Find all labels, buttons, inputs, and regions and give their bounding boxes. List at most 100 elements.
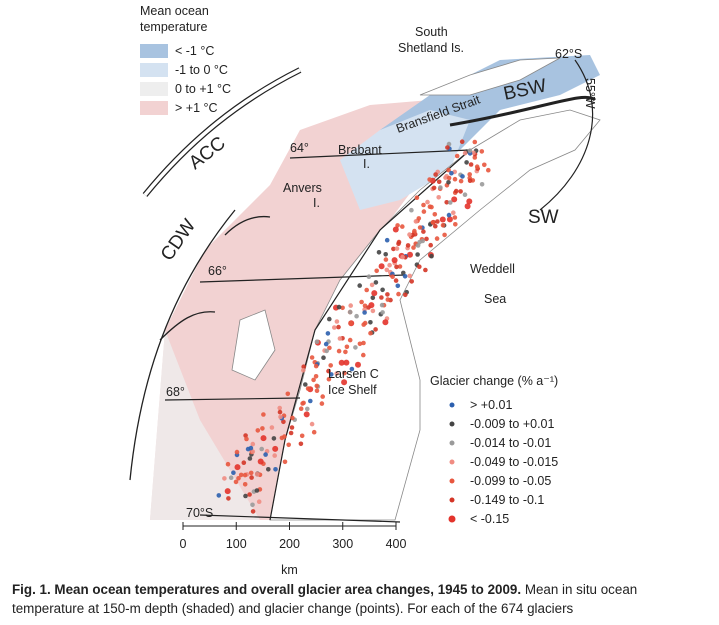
glacier-point — [224, 488, 231, 495]
glacier-point — [327, 316, 332, 322]
glacier-point — [261, 412, 266, 417]
legend-title: Mean ocean — [140, 4, 209, 18]
scale-bar: 0 100 200 300 400 km — [180, 522, 406, 577]
glacier-point — [301, 364, 307, 370]
scale-label: 100 — [226, 537, 247, 551]
glacier-point — [430, 220, 436, 225]
glacier-point — [338, 359, 345, 366]
glacier-point — [396, 239, 402, 245]
glacier-point — [226, 496, 231, 501]
legend-label: -0.099 to -0.05 — [470, 474, 551, 488]
label: SW — [528, 207, 559, 228]
glacier-point — [467, 148, 473, 153]
glacier-point — [396, 291, 401, 297]
glacier-point — [453, 188, 459, 194]
glacier-point — [383, 252, 389, 257]
glacier-point — [421, 229, 426, 234]
glacier-point — [443, 175, 448, 180]
caption-bold: Fig. 1. Mean ocean temperatures and over… — [12, 582, 522, 597]
glacier-point — [334, 371, 340, 376]
glacier-point — [425, 199, 430, 205]
legend-label: < -0.15 — [470, 512, 509, 526]
glacier-point — [362, 320, 368, 326]
glacier-point — [384, 267, 390, 273]
legend-dot — [449, 478, 455, 484]
glacier-point — [314, 339, 320, 345]
glacier-point — [278, 414, 283, 420]
glacier-point — [369, 282, 375, 288]
glacier-point — [486, 167, 491, 173]
legend-dot — [449, 402, 455, 408]
glacier-point — [361, 340, 366, 346]
glacier-point — [395, 283, 401, 289]
glacier-point — [343, 359, 350, 366]
glacier-point — [341, 379, 348, 386]
glacier-point — [435, 219, 440, 224]
glacier-point — [458, 189, 463, 194]
glacier-point — [472, 155, 478, 160]
glacier-point — [436, 195, 442, 200]
glacier-point — [347, 309, 353, 315]
glacier-point — [452, 176, 458, 182]
glacier-point — [359, 299, 364, 305]
glacier-point — [373, 327, 378, 332]
glacier-point — [308, 398, 313, 404]
glacier-point — [260, 426, 265, 431]
glacier-point — [250, 449, 256, 454]
glacier-point — [347, 337, 353, 343]
legend-label: > +0.01 — [470, 398, 512, 412]
glacier-point — [319, 401, 325, 406]
glacier-point — [286, 442, 292, 448]
glacier-point — [453, 222, 458, 227]
glacier-point — [446, 212, 452, 218]
glacier-points — [216, 139, 491, 514]
glacier-point — [431, 185, 437, 191]
glacier-point — [337, 336, 343, 341]
glacier-point — [479, 149, 485, 154]
glacier-point — [353, 345, 358, 350]
glacier-point — [313, 374, 319, 379]
glacier-point — [370, 295, 376, 301]
glacier-point — [272, 453, 278, 458]
lat-lon-lines — [164, 59, 594, 523]
glacier-point — [298, 406, 304, 412]
label: 68° — [166, 385, 185, 399]
glacier-point — [257, 458, 264, 465]
currents — [129, 67, 597, 481]
glacier-point — [355, 361, 361, 368]
glacier-point — [326, 368, 331, 374]
glacier-point — [277, 405, 283, 411]
glacier-point — [225, 461, 231, 467]
glacier-point — [361, 352, 366, 358]
glacier-point — [289, 425, 295, 430]
glacier-point — [234, 464, 241, 471]
glacier-point — [314, 388, 320, 394]
glacier-point — [370, 308, 376, 314]
glacier-point — [459, 139, 465, 144]
glacier-point — [479, 182, 485, 187]
glacier-point — [288, 430, 294, 436]
glacier-point — [379, 302, 385, 308]
legend-label: < -1 °C — [175, 44, 214, 58]
label: ACC — [185, 133, 230, 174]
glacier-point — [462, 192, 468, 197]
legend-label: -0.009 to +0.01 — [470, 417, 554, 431]
glacier-point — [368, 302, 375, 309]
land — [231, 57, 601, 521]
glacier-legend-items: > +0.01 -0.009 to +0.01 -0.014 to -0.01 -0.… — [448, 398, 558, 526]
glacier-point — [309, 355, 315, 360]
glacier-point — [382, 319, 389, 326]
glacier-point — [362, 303, 368, 309]
glacier-point — [417, 225, 423, 230]
glacier-point — [236, 476, 241, 481]
glacier-point — [254, 471, 260, 477]
glacier-point — [349, 366, 355, 372]
glacier-point — [448, 200, 453, 205]
glacier-point — [256, 499, 262, 505]
glacier-point — [436, 179, 442, 185]
label: I. — [313, 196, 320, 210]
glacier-point — [402, 274, 408, 279]
glacier-point — [234, 449, 240, 455]
glacier-point — [392, 226, 399, 233]
scale-unit: km — [281, 563, 298, 577]
